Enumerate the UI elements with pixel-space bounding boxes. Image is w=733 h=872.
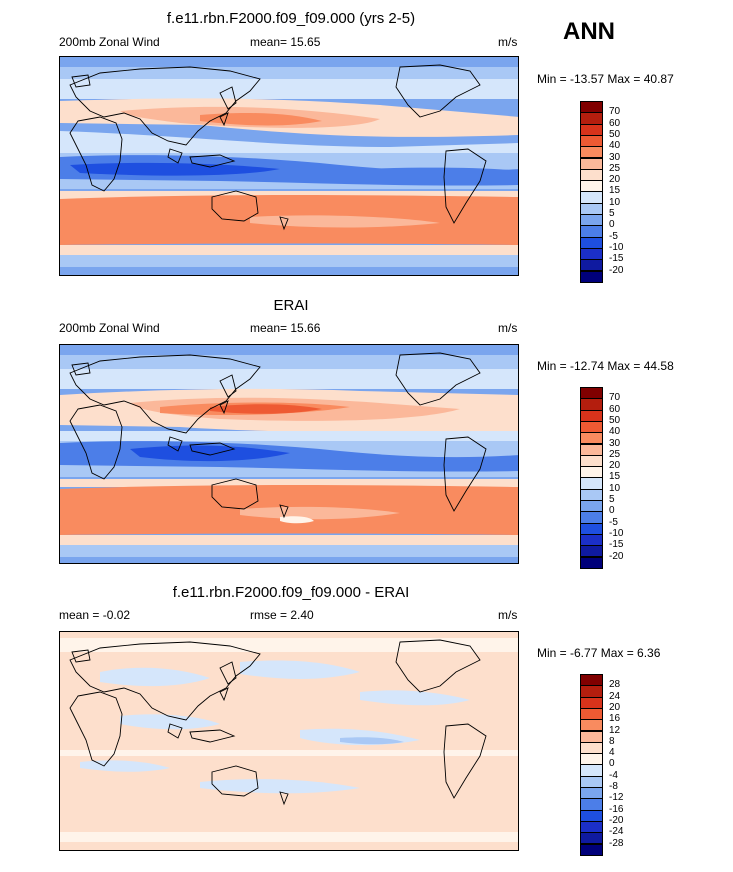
colorbar-tick-label: 8	[609, 735, 615, 747]
panel-2-left-label: 200mb Zonal Wind	[59, 321, 160, 335]
colorbar-tick-label: 40	[609, 426, 621, 438]
colorbar-tick-label: 40	[609, 140, 621, 152]
colorbar-tick-label: -24	[609, 826, 624, 838]
colorbar-tick-label: 60	[609, 117, 621, 129]
panel-3-map-svg	[60, 632, 518, 850]
colorbar-tick-label: 12	[609, 724, 621, 736]
colorbar-tick-label: 20	[609, 460, 621, 472]
colorbar-tick-label: -10	[609, 527, 624, 539]
panel-2-map-svg	[60, 345, 518, 563]
colorbar-tick-label: 30	[609, 437, 621, 449]
colorbar-tick-label: 60	[609, 403, 621, 415]
colorbar-tick-label: 10	[609, 482, 621, 494]
colorbar-tick-label: 10	[609, 196, 621, 208]
colorbar-tick-label: -20	[609, 814, 624, 826]
panel-2-stat-label: mean= 15.66	[250, 321, 321, 335]
colorbar-tick-label: -28	[609, 837, 624, 849]
colorbar-tick-label: -5	[609, 230, 618, 242]
panel-2-units: m/s	[498, 321, 518, 335]
colorbar-tick-label: -15	[609, 253, 624, 265]
colorbar-tick-label: -10	[609, 241, 624, 253]
panel-1-units: m/s	[498, 35, 518, 49]
colorbar-tick-label: 30	[609, 151, 621, 163]
panel-2-title: ERAI	[273, 297, 309, 314]
colorbar-tick-label: -20	[609, 550, 624, 562]
colorbar-tick-label: 28	[609, 679, 621, 691]
colorbar-tick-label: 50	[609, 414, 621, 426]
colorbar-tick-label: 70	[609, 392, 621, 404]
colorbar-tick-label: -5	[609, 516, 618, 528]
panel-3-units: m/s	[498, 608, 518, 622]
colorbar-segment	[580, 270, 603, 283]
colorbar-tick-label: -8	[609, 781, 618, 792]
colorbar-tick-label: 24	[609, 690, 621, 702]
colorbar-tick-label: 4	[609, 747, 615, 759]
panel-1-left-label: 200mb Zonal Wind	[59, 35, 160, 49]
panel-1-map-svg	[60, 57, 518, 275]
colorbar-segment	[580, 843, 603, 856]
panel-1-title: f.e11.rbn.F2000.f09_f09.000 (yrs 2-5)	[166, 10, 416, 27]
colorbar-tick-label: 16	[609, 713, 621, 725]
panel-3-minmax: Min = -6.77 Max = 6.36	[537, 646, 661, 660]
colorbar-tick-label: 0	[609, 219, 615, 231]
colorbar-tick-label: 5	[609, 208, 615, 219]
colorbar-tick-label: 15	[609, 185, 621, 197]
colorbar-tick-label: -12	[609, 792, 624, 804]
colorbar-tick-label: 70	[609, 106, 621, 118]
panel-3-left-label: mean = -0.02	[59, 608, 131, 622]
colorbar-tick-label: 50	[609, 128, 621, 140]
panel-1-minmax: Min = -13.57 Max = 40.87	[537, 72, 674, 86]
panel-1-stat-label: mean= 15.65	[250, 35, 321, 49]
colorbar-segment	[580, 556, 603, 569]
colorbar-tick-label: 0	[609, 758, 615, 770]
colorbar-tick-label: 25	[609, 448, 621, 460]
colorbar-tick-label: 0	[609, 505, 615, 517]
colorbar-tick-label: -4	[609, 769, 618, 781]
panel-3-map	[59, 631, 519, 851]
colorbar-tick-label: -15	[609, 539, 624, 551]
panel-2-minmax: Min = -12.74 Max = 44.58	[537, 359, 674, 373]
season-label: ANN	[563, 18, 615, 45]
panel-3-stat-label: rmse = 2.40	[250, 608, 314, 622]
panel-3-title: f.e11.rbn.F2000.f09_f09.000 - ERAI	[172, 584, 410, 601]
colorbar-tick-label: 20	[609, 174, 621, 186]
colorbar-tick-label: 25	[609, 162, 621, 174]
colorbar-tick-label: 5	[609, 494, 615, 505]
colorbar-tick-label: 15	[609, 471, 621, 483]
panel-1-map	[59, 56, 519, 276]
colorbar-tick-label: -20	[609, 264, 624, 276]
colorbar-tick-label: -16	[609, 803, 624, 815]
panel-2-map	[59, 344, 519, 564]
colorbar-tick-label: 20	[609, 701, 621, 713]
